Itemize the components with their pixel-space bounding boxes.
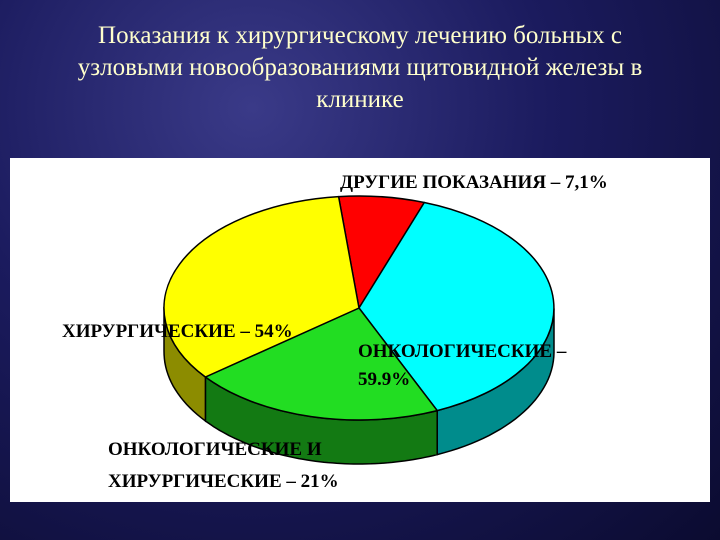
chart-panel: ДРУГИЕ ПОКАЗАНИЯ – 7,1% ХИРУРГИЧЕСКИЕ – … xyxy=(10,158,710,502)
pie-sides xyxy=(163,306,555,465)
pie-slice-onco-surgical xyxy=(204,307,438,421)
label-oncological-line2: 59.9% xyxy=(358,369,411,390)
title-line-1: Показания к хирургическому лечению больн… xyxy=(98,22,622,49)
title-line-2: узловыми новообразованиями щитовидной же… xyxy=(77,54,643,81)
label-onco-surgical-line2: ХИРУРГИЧЕСКИЕ – 21% xyxy=(108,471,339,492)
pie-chart xyxy=(163,195,555,465)
label-surgical: ХИРУРГИЧЕСКИЕ – 54% xyxy=(62,321,293,342)
pie-slice-surgical xyxy=(163,195,360,378)
pie-slice-oncological xyxy=(358,201,555,412)
label-oncological-line1: ОНКОЛОГИЧЕСКИЕ – xyxy=(358,341,567,362)
label-onco-surgical-line1: ОНКОЛОГИЧЕСКИЕ И xyxy=(108,439,322,460)
label-other-indications: ДРУГИЕ ПОКАЗАНИЯ – 7,1% xyxy=(340,172,608,193)
title-line-3: клинике xyxy=(316,86,404,113)
slide-title: Показания к хирургическому лечению больн… xyxy=(20,20,700,116)
pie-tops xyxy=(163,195,555,421)
